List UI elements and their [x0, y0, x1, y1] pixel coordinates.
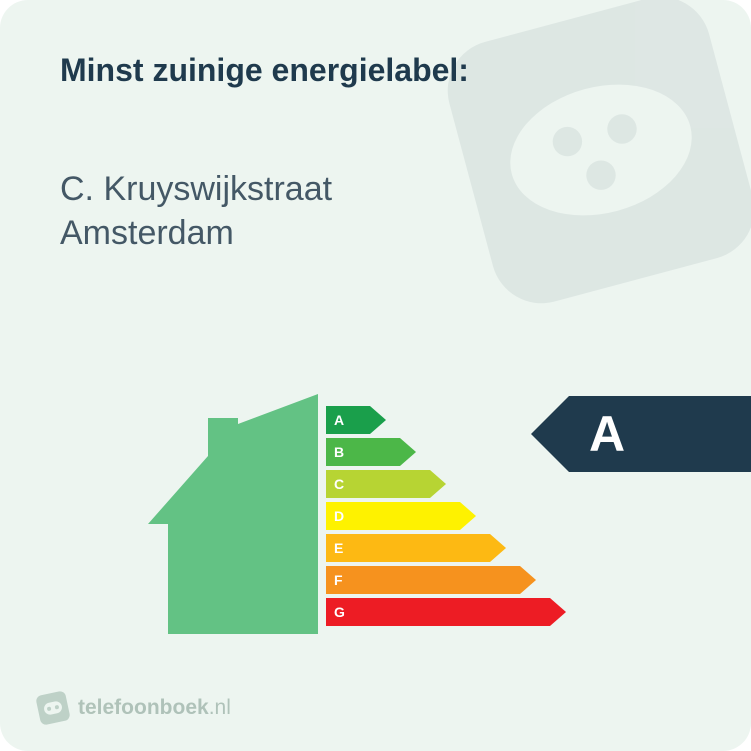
energy-bar-arrow — [460, 502, 476, 530]
selected-label-letter: A — [589, 405, 625, 463]
energy-bar-letter: B — [334, 438, 344, 466]
energy-bar-letter: D — [334, 502, 344, 530]
footer-brand: telefoonboek — [78, 696, 209, 719]
energy-bar-body — [326, 502, 460, 530]
card-title: Minst zuinige energielabel: — [60, 52, 469, 89]
energy-bar-arrow — [430, 470, 446, 498]
energy-bar-body — [326, 598, 550, 626]
selected-label-badge: A — [531, 396, 751, 472]
energy-bar-arrow — [490, 534, 506, 562]
address-line-2: Amsterdam — [60, 212, 332, 256]
energy-bar-arrow — [370, 406, 386, 434]
footer-icon — [35, 690, 71, 726]
house-icon — [148, 394, 318, 634]
energy-bar-letter: F — [334, 566, 343, 594]
energy-bar-body — [326, 406, 370, 434]
energy-label-card: Minst zuinige energielabel: C. Kruyswijk… — [0, 0, 751, 751]
footer-tld: .nl — [209, 696, 231, 719]
energy-bar-letter: G — [334, 598, 345, 626]
footer-logo: telefoonboek.nl — [38, 693, 231, 723]
address-line-1: C. Kruyswijkstraat — [60, 168, 332, 212]
energy-bar-letter: E — [334, 534, 343, 562]
selected-label-body: A — [569, 396, 751, 472]
energy-chart: ABCDEFG — [148, 394, 588, 634]
energy-bar-body — [326, 566, 520, 594]
footer-text: telefoonboek.nl — [78, 696, 231, 720]
energy-bar-arrow — [400, 438, 416, 466]
selected-label-arrow — [531, 396, 569, 472]
energy-bar-arrow — [550, 598, 566, 626]
energy-bar-body — [326, 534, 490, 562]
energy-bar-letter: C — [334, 470, 344, 498]
address-block: C. Kruyswijkstraat Amsterdam — [60, 168, 332, 255]
energy-bar-arrow — [520, 566, 536, 594]
energy-bar-letter: A — [334, 406, 344, 434]
